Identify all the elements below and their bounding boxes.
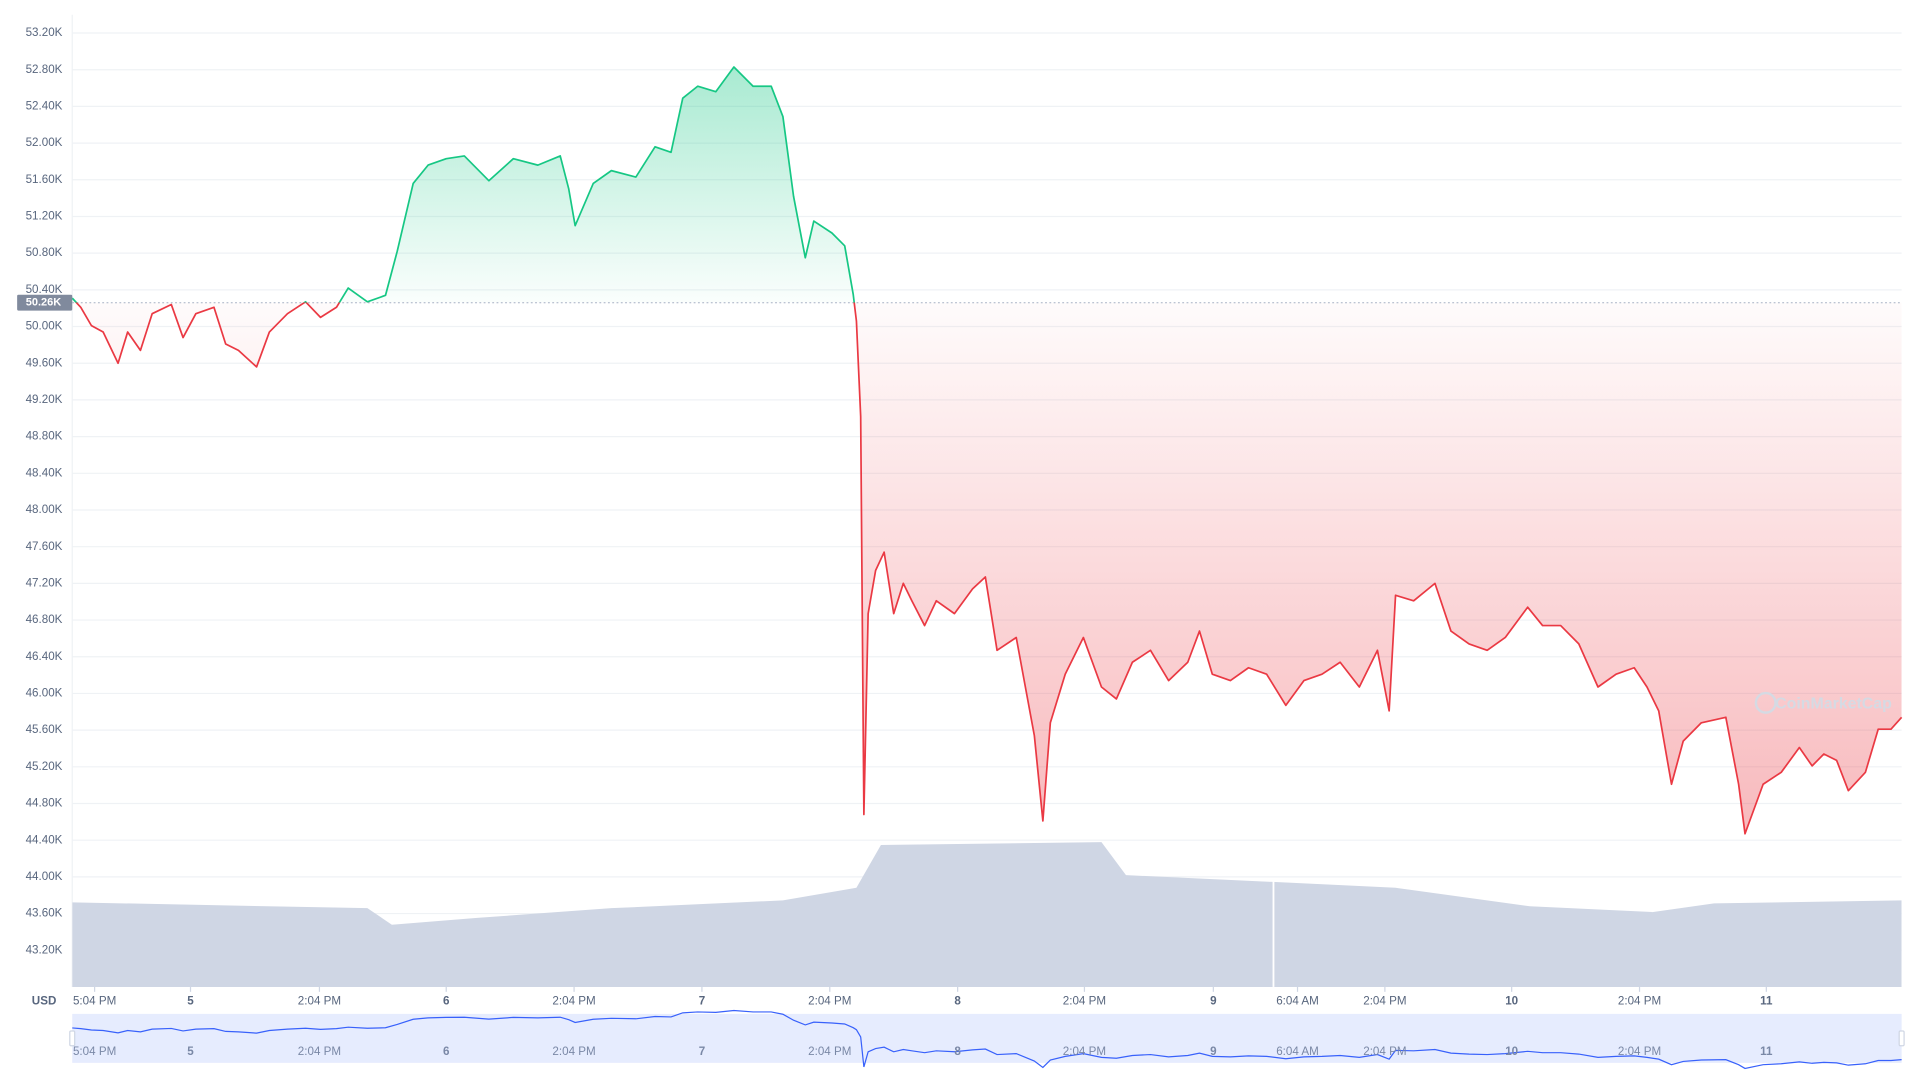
x-tick-label: 9 [1210, 995, 1217, 1008]
y-tick-label: 44.40K [26, 833, 63, 846]
navigator-handle-left[interactable] [69, 1030, 76, 1047]
watermark: CoinMarketCap [1775, 695, 1892, 712]
y-tick-label: 50.00K [26, 320, 63, 333]
y-tick-label: 46.00K [26, 687, 63, 700]
y-tick-label: 51.20K [26, 210, 63, 223]
y-tick-label: 50.40K [26, 283, 63, 296]
x-tick-label: 10 [1505, 995, 1518, 1008]
x-tick-label: 6:04 AM [1276, 995, 1319, 1008]
navigator-tick-label: 5 [187, 1045, 194, 1058]
navigator-tick-label: 7 [699, 1045, 705, 1058]
y-tick-label: 52.40K [26, 99, 63, 112]
navigator-tick-label: 2:04 PM [1618, 1045, 1661, 1058]
y-tick-label: 46.40K [26, 650, 63, 663]
navigator-tick-label: 2:04 PM [552, 1045, 595, 1058]
navigator-handle-right[interactable] [1898, 1030, 1905, 1047]
x-tick-label: 5 [187, 995, 194, 1008]
navigator-tick-label: 6:04 AM [1276, 1045, 1319, 1058]
y-tick-label: 51.60K [26, 173, 63, 186]
navigator-tick-label: 9 [1210, 1045, 1217, 1058]
y-tick-label: 49.60K [26, 356, 63, 369]
x-tick-label: 2:04 PM [1363, 995, 1406, 1008]
x-tick-label: 2:04 PM [552, 995, 595, 1008]
x-tick-label: 7 [699, 995, 705, 1008]
x-tick-label: 5:04 PM [73, 995, 116, 1008]
navigator-tick-label: 2:04 PM [298, 1045, 341, 1058]
navigator-tick-label: 10 [1505, 1045, 1518, 1058]
x-tick-label: 6 [443, 995, 450, 1008]
y-tick-label: 48.40K [26, 466, 63, 479]
navigator-tick-label: 2:04 PM [808, 1045, 851, 1058]
currency-label: USD [32, 995, 57, 1008]
navigator-tick-label: 5:04 PM [73, 1045, 116, 1058]
y-tick-label: 49.20K [26, 393, 63, 406]
y-tick-label: 44.00K [26, 870, 63, 883]
y-tick-label: 45.60K [26, 723, 63, 736]
y-tick-label: 47.20K [26, 576, 63, 589]
baseline-label: 50.26K [26, 297, 62, 309]
y-tick-label: 43.20K [26, 943, 63, 956]
navigator-tick-label: 6 [443, 1045, 450, 1058]
navigator-tick-label: 11 [1760, 1045, 1773, 1058]
baseline-label-bg [17, 294, 73, 311]
x-tick-label: 8 [954, 995, 961, 1008]
watermark-logo [1754, 691, 1777, 714]
x-tick-label: 2:04 PM [808, 995, 851, 1008]
y-tick-label: 47.60K [26, 540, 63, 553]
navigator-tick-label: 2:04 PM [1063, 1045, 1106, 1058]
y-tick-label: 46.80K [26, 613, 63, 626]
y-tick-label: 45.20K [26, 760, 63, 773]
x-tick-label: 2:04 PM [1063, 995, 1106, 1008]
navigator-tick-label: 8 [954, 1045, 961, 1058]
x-tick-label: 2:04 PM [1618, 995, 1661, 1008]
y-tick-label: 52.00K [26, 136, 63, 149]
y-tick-label: 50.80K [26, 246, 63, 259]
volume-area [72, 842, 1902, 987]
price-area [72, 66, 1902, 834]
y-tick-label: 53.20K [26, 26, 63, 39]
y-tick-label: 52.80K [26, 63, 63, 76]
x-tick-label: 2:04 PM [298, 995, 341, 1008]
navigator-line [72, 1009, 1902, 1070]
price-line [71, 66, 1903, 835]
navigator-tick-label: 2:04 PM [1363, 1045, 1406, 1058]
y-tick-label: 44.80K [26, 797, 63, 810]
x-tick-label: 11 [1760, 995, 1773, 1008]
y-tick-label: 48.80K [26, 430, 63, 443]
navigator-bg [72, 1013, 1902, 1063]
y-tick-label: 43.60K [26, 907, 63, 920]
y-tick-label: 48.00K [26, 503, 63, 516]
